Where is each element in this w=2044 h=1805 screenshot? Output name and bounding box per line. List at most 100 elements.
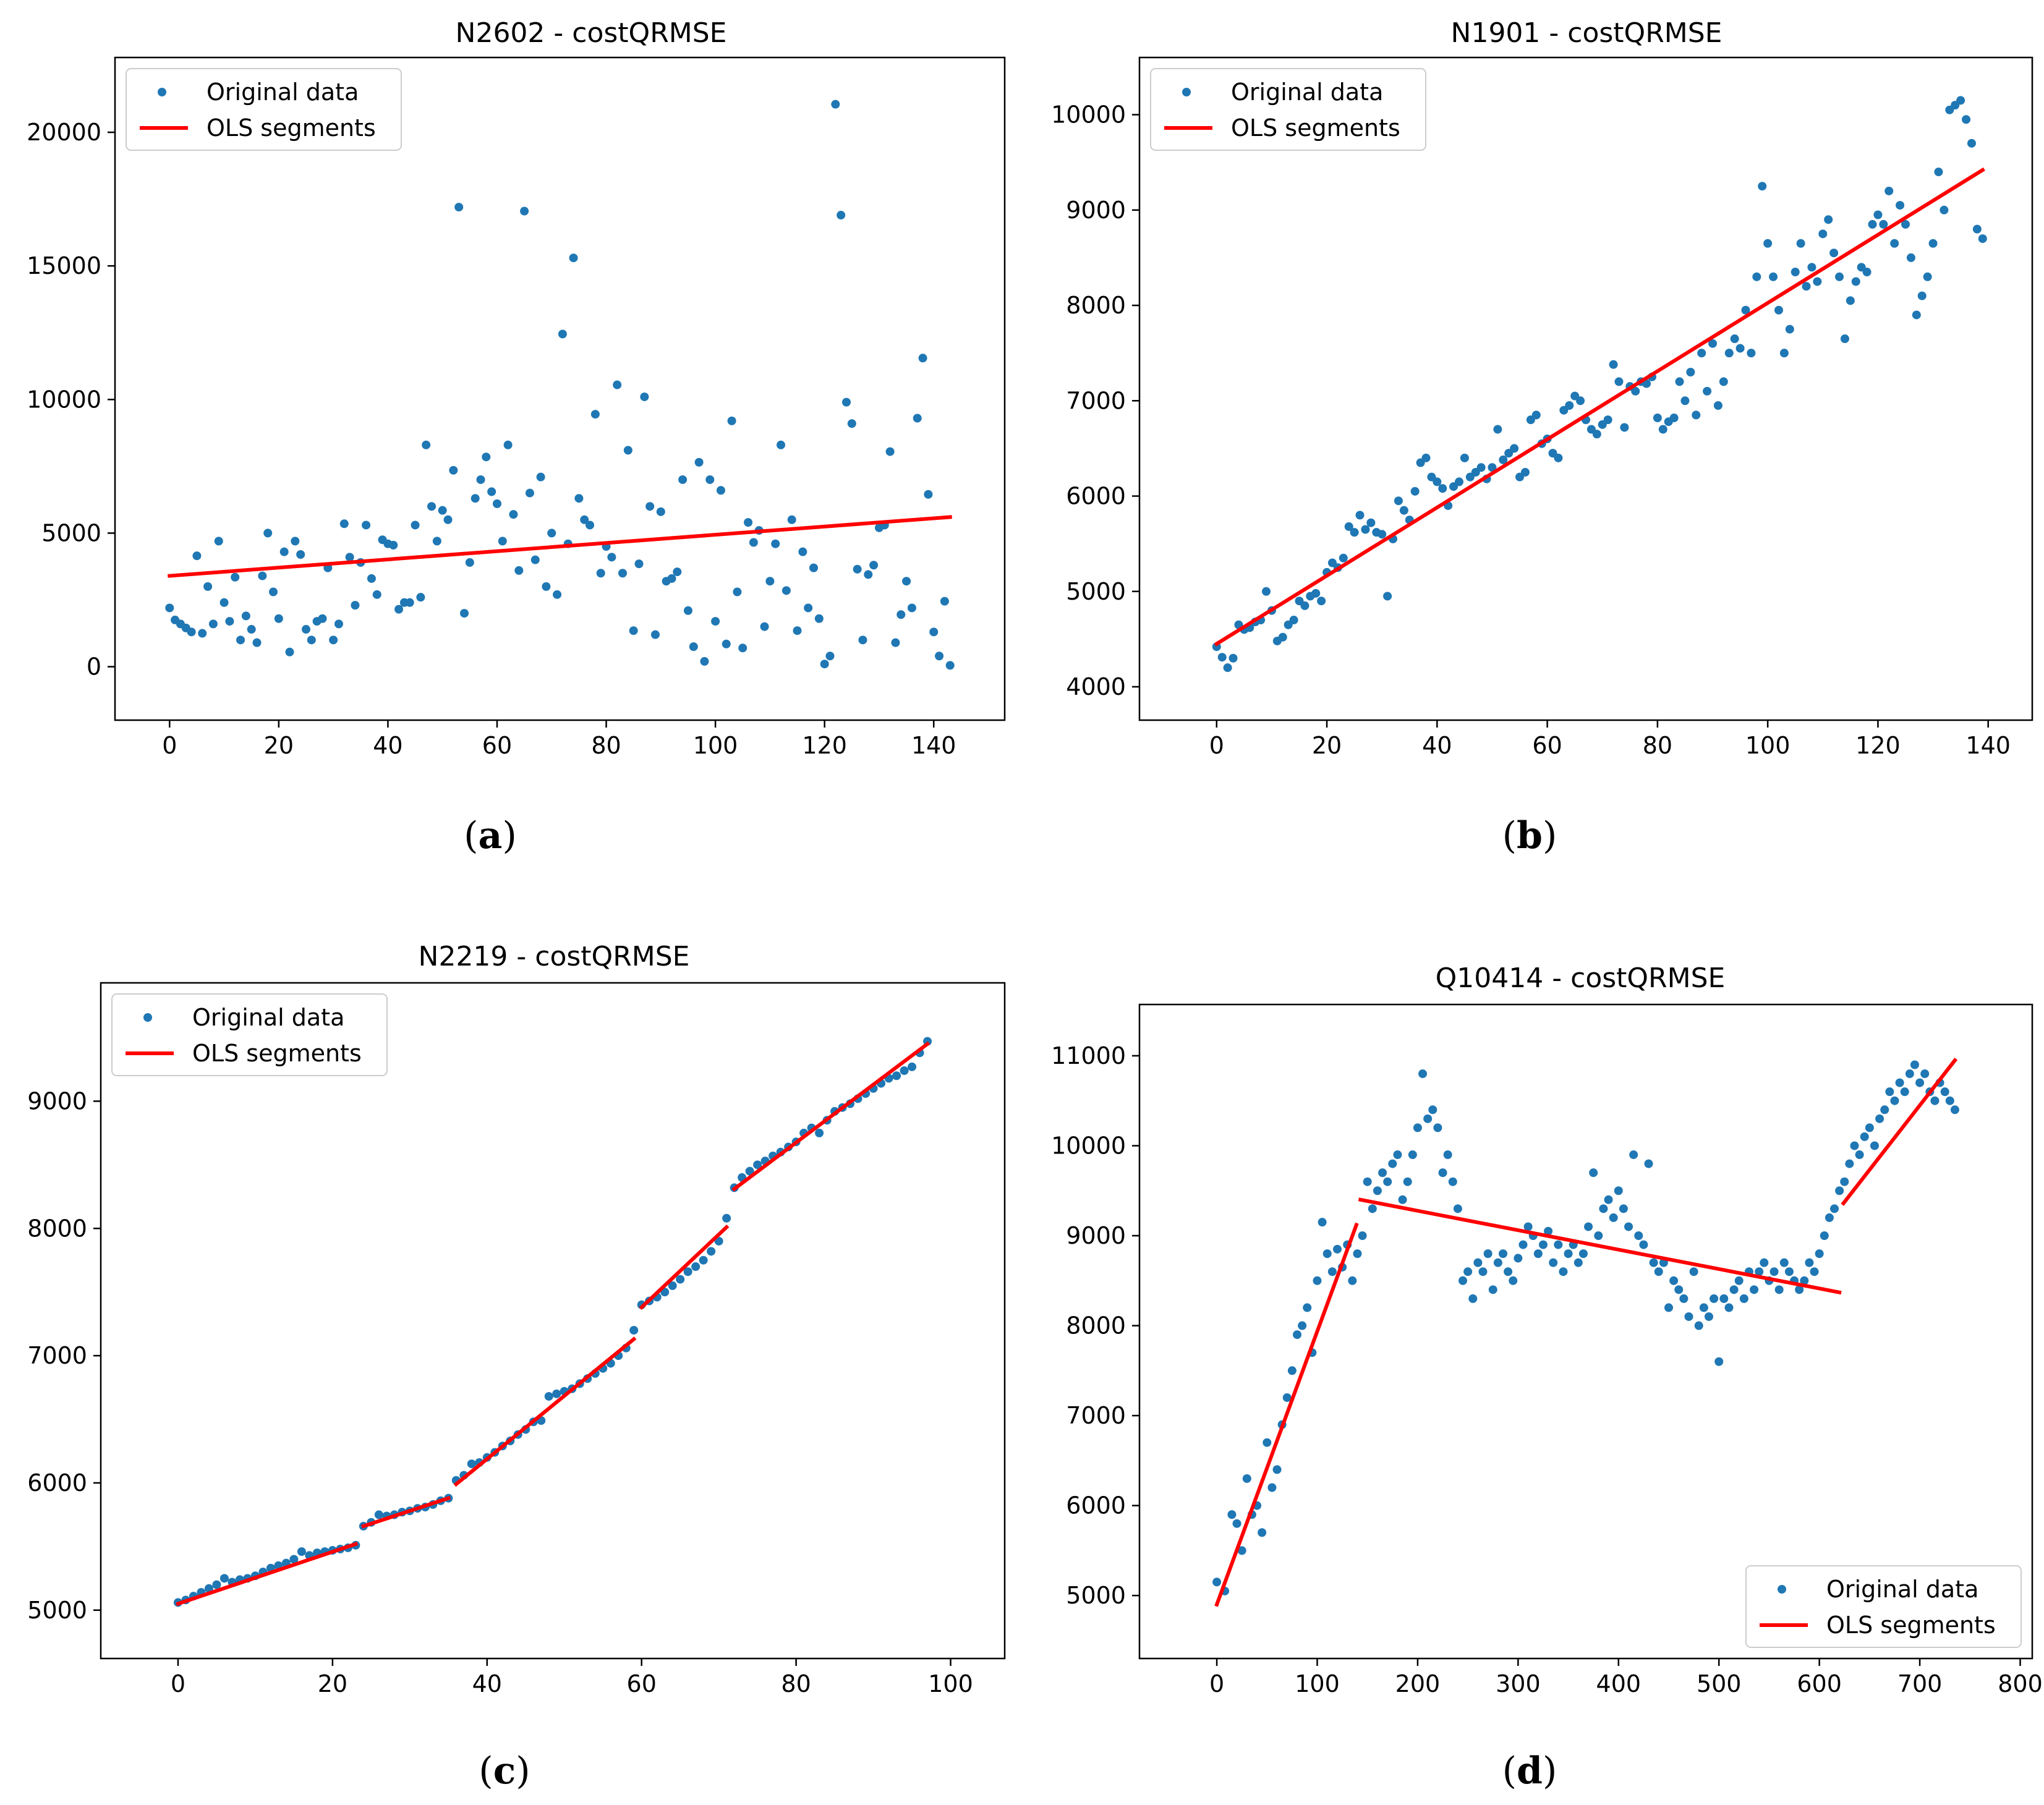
x-tick-label: 140	[1965, 732, 2011, 759]
x-tick-label: 0	[1209, 732, 1224, 759]
data-point	[1906, 253, 1915, 262]
data-point	[1361, 525, 1370, 534]
data-point	[1875, 1114, 1884, 1123]
data-point	[1824, 215, 1833, 224]
data-point	[492, 499, 501, 508]
y-tick-label: 9000	[1066, 1222, 1126, 1249]
data-point	[683, 1267, 692, 1276]
data-point	[422, 440, 431, 449]
data-point	[1796, 239, 1805, 248]
data-point	[727, 416, 736, 425]
data-point	[1779, 1258, 1789, 1267]
data-point	[1559, 1267, 1568, 1276]
data-point	[694, 457, 704, 467]
data-point	[1719, 1294, 1729, 1303]
data-point	[1692, 410, 1701, 420]
data-point	[1468, 1294, 1478, 1303]
y-tick-label: 5000	[27, 1597, 87, 1624]
data-point	[1669, 1276, 1679, 1285]
data-point	[1829, 248, 1839, 258]
data-point	[1629, 1150, 1638, 1160]
data-point	[798, 547, 807, 556]
data-point	[1769, 272, 1778, 281]
data-point	[1868, 219, 1877, 229]
y-tick-label: 15000	[27, 252, 101, 279]
data-point	[841, 397, 851, 407]
data-point	[1423, 1114, 1433, 1123]
data-point	[896, 610, 906, 619]
data-point	[707, 1247, 716, 1256]
data-point	[345, 553, 354, 562]
data-point	[252, 638, 262, 647]
data-point	[1576, 396, 1585, 406]
data-point	[1724, 349, 1734, 358]
data-point	[1488, 1285, 1497, 1294]
data-point	[1504, 1267, 1513, 1276]
data-point	[1697, 349, 1706, 358]
data-point	[204, 1584, 213, 1593]
data-point	[1518, 1240, 1528, 1249]
data-point	[427, 502, 436, 511]
data-point	[279, 547, 289, 556]
data-point	[1227, 1510, 1237, 1519]
data-point	[744, 518, 753, 527]
data-point	[1675, 377, 1684, 386]
plot-area: 0 20 40 60 80 100 120 140 4000 5000 6000 7000 8000 90…	[1051, 56, 2033, 759]
data-point	[1719, 377, 1728, 386]
data-point	[1689, 1267, 1698, 1276]
data-point	[1934, 168, 1943, 177]
data-point	[1229, 653, 1238, 663]
data-point	[847, 419, 856, 428]
legend-label: OLS segments	[1231, 114, 1400, 142]
data-point	[1785, 325, 1794, 334]
data-point	[771, 539, 780, 548]
data-point	[307, 635, 316, 645]
legend: Original data OLS segments	[111, 993, 388, 1076]
data-point	[514, 566, 524, 575]
data-point	[1322, 1249, 1332, 1259]
data-point	[1769, 1267, 1779, 1276]
y-tick-label: 6000	[27, 1469, 87, 1497]
data-point	[1686, 368, 1695, 377]
data-point	[476, 475, 485, 484]
data-point	[1339, 553, 1348, 563]
data-point	[208, 619, 218, 629]
data-point	[1531, 410, 1541, 420]
legend-marker-points	[158, 88, 166, 96]
data-point	[1813, 277, 1822, 286]
data-point	[1287, 1366, 1297, 1375]
data-point	[1609, 1213, 1618, 1222]
data-point	[274, 614, 283, 623]
data-point	[891, 638, 900, 647]
data-point	[301, 625, 310, 634]
data-point	[1366, 518, 1376, 527]
data-point	[372, 590, 381, 599]
x-tick-label: 0	[171, 1670, 185, 1697]
data-point	[745, 1166, 754, 1176]
data-point	[1739, 1294, 1748, 1303]
data-point	[1945, 1096, 1954, 1105]
legend-label: Original data	[192, 1004, 344, 1031]
data-point	[1538, 1240, 1548, 1249]
data-point	[1653, 414, 1662, 423]
data-point	[465, 558, 474, 567]
data-point	[552, 1389, 561, 1398]
data-point	[165, 603, 174, 613]
data-point	[1805, 1258, 1814, 1267]
data-point	[668, 1281, 677, 1290]
data-point	[291, 537, 300, 546]
data-point	[1680, 396, 1690, 406]
data-point	[1860, 1132, 1869, 1141]
x-tick-label: 120	[802, 732, 847, 759]
data-point	[629, 1325, 639, 1335]
data-point	[613, 380, 622, 389]
ols-segment	[1841, 1058, 1958, 1206]
data-point	[781, 586, 791, 595]
y-tick-label: 4000	[1066, 673, 1126, 700]
data-point	[1734, 1276, 1744, 1285]
data-point	[520, 206, 529, 216]
data-point	[411, 520, 420, 530]
data-point	[1599, 1204, 1608, 1213]
x-tick-label: 100	[928, 1670, 973, 1697]
data-point	[1774, 305, 1783, 315]
